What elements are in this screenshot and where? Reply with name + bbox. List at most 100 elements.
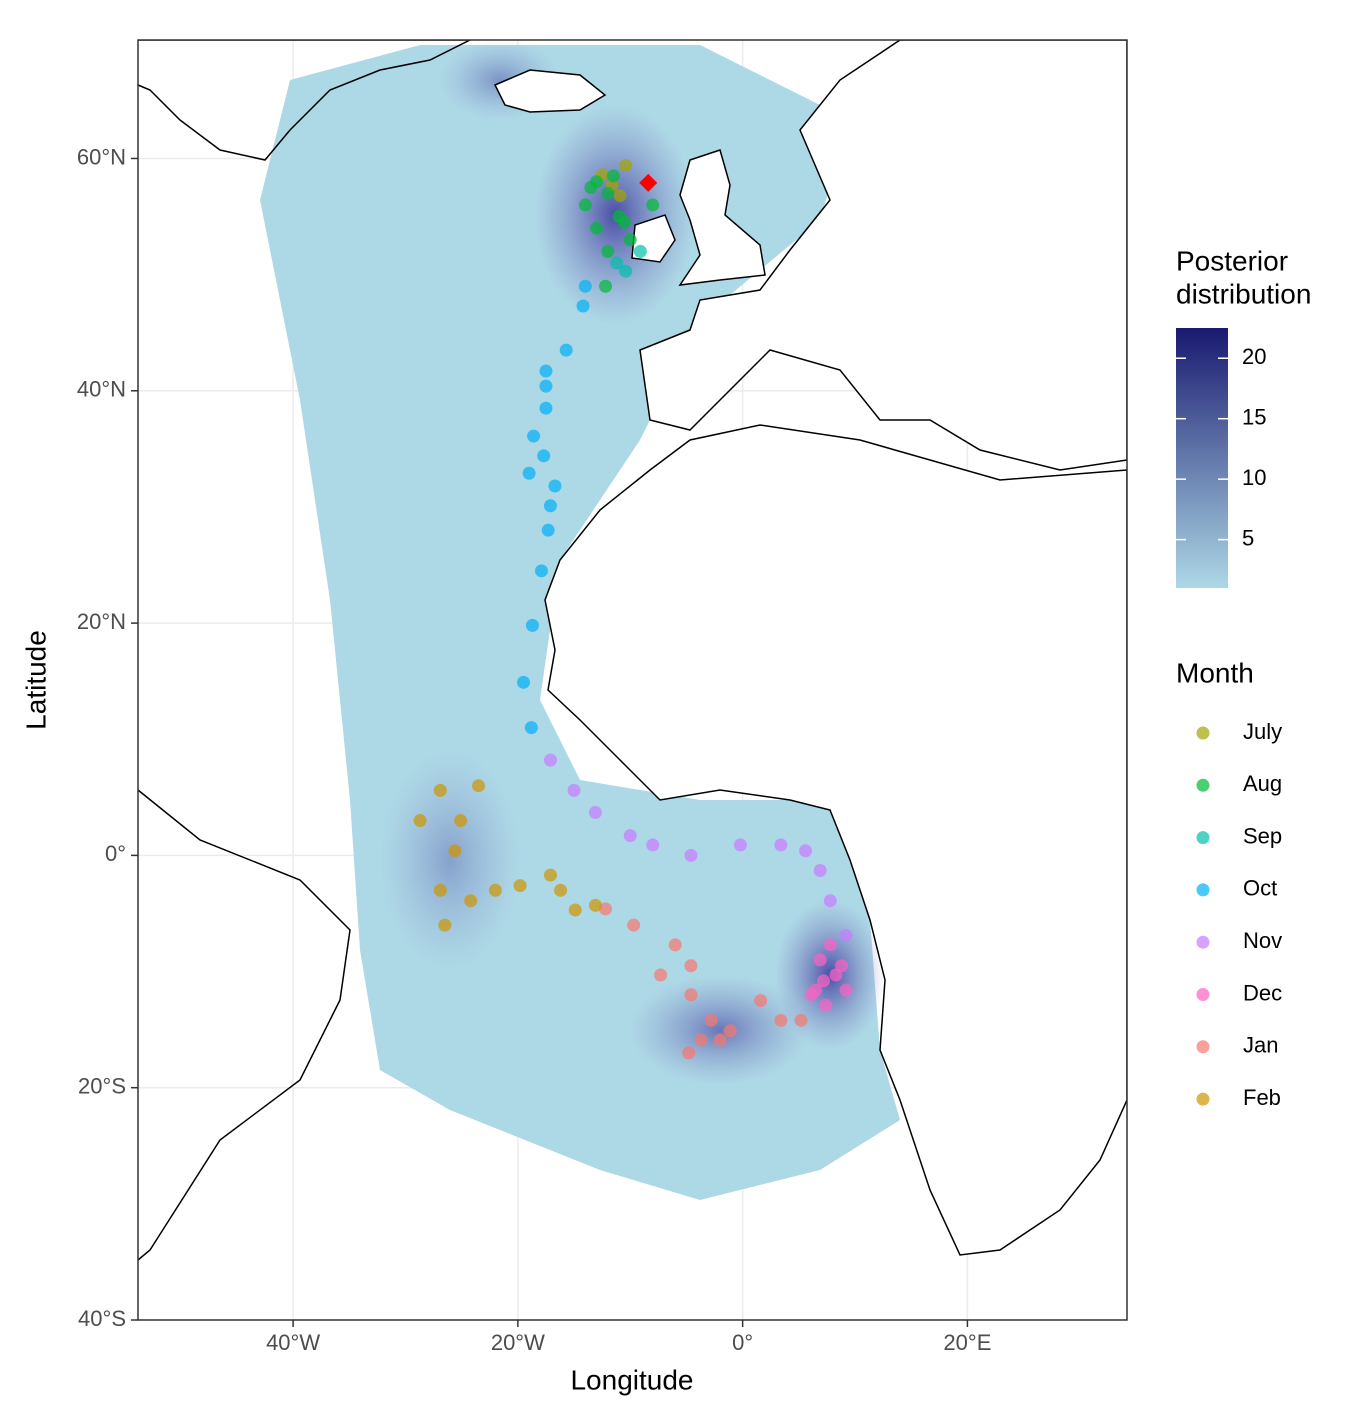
- track-point: [646, 198, 660, 212]
- y-tick-label: 60°N: [77, 144, 126, 169]
- colorbar-label: 20: [1242, 344, 1266, 369]
- legend-label: Nov: [1243, 928, 1282, 953]
- x-tick-label: 20°W: [491, 1330, 545, 1355]
- track-point: [534, 564, 548, 578]
- track-point: [433, 883, 447, 897]
- greenland: [138, 40, 471, 161]
- track-point: [541, 523, 555, 537]
- track-point: [588, 898, 602, 912]
- track-point: [578, 279, 592, 293]
- y-tick-label: 40°N: [77, 377, 126, 402]
- track-point: [516, 675, 530, 689]
- track-point: [548, 479, 562, 493]
- legend-key: [1196, 726, 1210, 740]
- track-point: [733, 838, 747, 852]
- legend-key: [1196, 1092, 1210, 1106]
- track-point: [567, 783, 581, 797]
- track-point: [588, 805, 602, 819]
- track-point: [619, 264, 633, 278]
- track-point: [774, 838, 788, 852]
- y-tick-label: 20°N: [77, 609, 126, 634]
- track-point: [576, 299, 590, 313]
- track-point: [813, 863, 827, 877]
- track-point: [623, 829, 637, 843]
- track-point: [584, 181, 598, 195]
- track-point: [554, 883, 568, 897]
- track-point: [448, 844, 462, 858]
- track-point: [539, 364, 553, 378]
- x-axis-title: Longitude: [570, 1364, 693, 1395]
- track-point: [599, 902, 613, 916]
- track-point: [513, 879, 527, 893]
- legend-key: [1196, 778, 1210, 792]
- europe: [639, 40, 1127, 471]
- track-point: [839, 929, 853, 943]
- track-point: [438, 918, 452, 932]
- density-peak: [630, 975, 810, 1085]
- legend-label: July: [1243, 719, 1282, 744]
- track-point: [813, 953, 827, 967]
- track-point: [817, 974, 831, 988]
- iceland: [493, 69, 607, 113]
- colorbar-label: 5: [1242, 525, 1254, 550]
- track-point: [433, 783, 447, 797]
- track-point: [799, 844, 813, 858]
- colorbar-label: 15: [1242, 405, 1266, 430]
- track-point: [543, 499, 557, 513]
- points: [413, 158, 853, 1060]
- track-point: [839, 983, 853, 997]
- track-point: [590, 221, 604, 235]
- track-point: [543, 753, 557, 767]
- legend-label: Jan: [1243, 1033, 1278, 1058]
- track-point: [682, 1046, 696, 1060]
- track-point: [601, 186, 615, 200]
- track-point: [633, 244, 647, 258]
- track-point: [524, 721, 538, 735]
- track-point: [454, 814, 468, 828]
- track-point: [819, 998, 833, 1012]
- track-point: [704, 1013, 718, 1027]
- track-point: [794, 1013, 808, 1027]
- track-point: [613, 189, 627, 203]
- legend-key: [1196, 883, 1210, 897]
- track-point: [413, 814, 427, 828]
- track-point: [619, 158, 633, 172]
- track-point: [684, 988, 698, 1002]
- africa: [544, 424, 1127, 1256]
- track-point: [804, 988, 818, 1002]
- legend-key: [1196, 988, 1210, 1001]
- colorbar-title: Posterior: [1176, 245, 1288, 276]
- track-point: [464, 894, 478, 908]
- legend-label: Sep: [1243, 823, 1282, 848]
- legend-title: Month: [1176, 657, 1254, 688]
- track-point: [823, 894, 837, 908]
- legend-key: [1196, 1040, 1210, 1054]
- track-point: [618, 215, 632, 229]
- panel-border: [137, 39, 1128, 1321]
- track-point: [610, 256, 624, 270]
- track-point: [539, 379, 553, 393]
- colorbar: [1176, 328, 1228, 588]
- legend-label: Oct: [1243, 876, 1277, 901]
- track-point: [774, 1013, 788, 1027]
- x-tick-label: 20°E: [943, 1330, 991, 1355]
- track-point: [694, 1033, 708, 1047]
- legend-key: [1196, 935, 1210, 949]
- colorbar-title: distribution: [1176, 278, 1311, 309]
- track-point: [601, 244, 615, 258]
- track-point: [522, 466, 536, 480]
- track-point: [654, 968, 668, 982]
- density-peak: [380, 750, 520, 970]
- track-point: [713, 1033, 727, 1047]
- track-point: [684, 848, 698, 862]
- track-point: [525, 618, 539, 632]
- track-point: [488, 883, 502, 897]
- legend-label: Feb: [1243, 1085, 1281, 1110]
- track-point: [578, 198, 592, 212]
- x-tick-label: 0°: [732, 1330, 753, 1355]
- legend-key: [1196, 831, 1210, 845]
- track-point: [627, 918, 641, 932]
- track-point: [539, 401, 553, 415]
- y-tick-label: 20°S: [78, 1074, 126, 1099]
